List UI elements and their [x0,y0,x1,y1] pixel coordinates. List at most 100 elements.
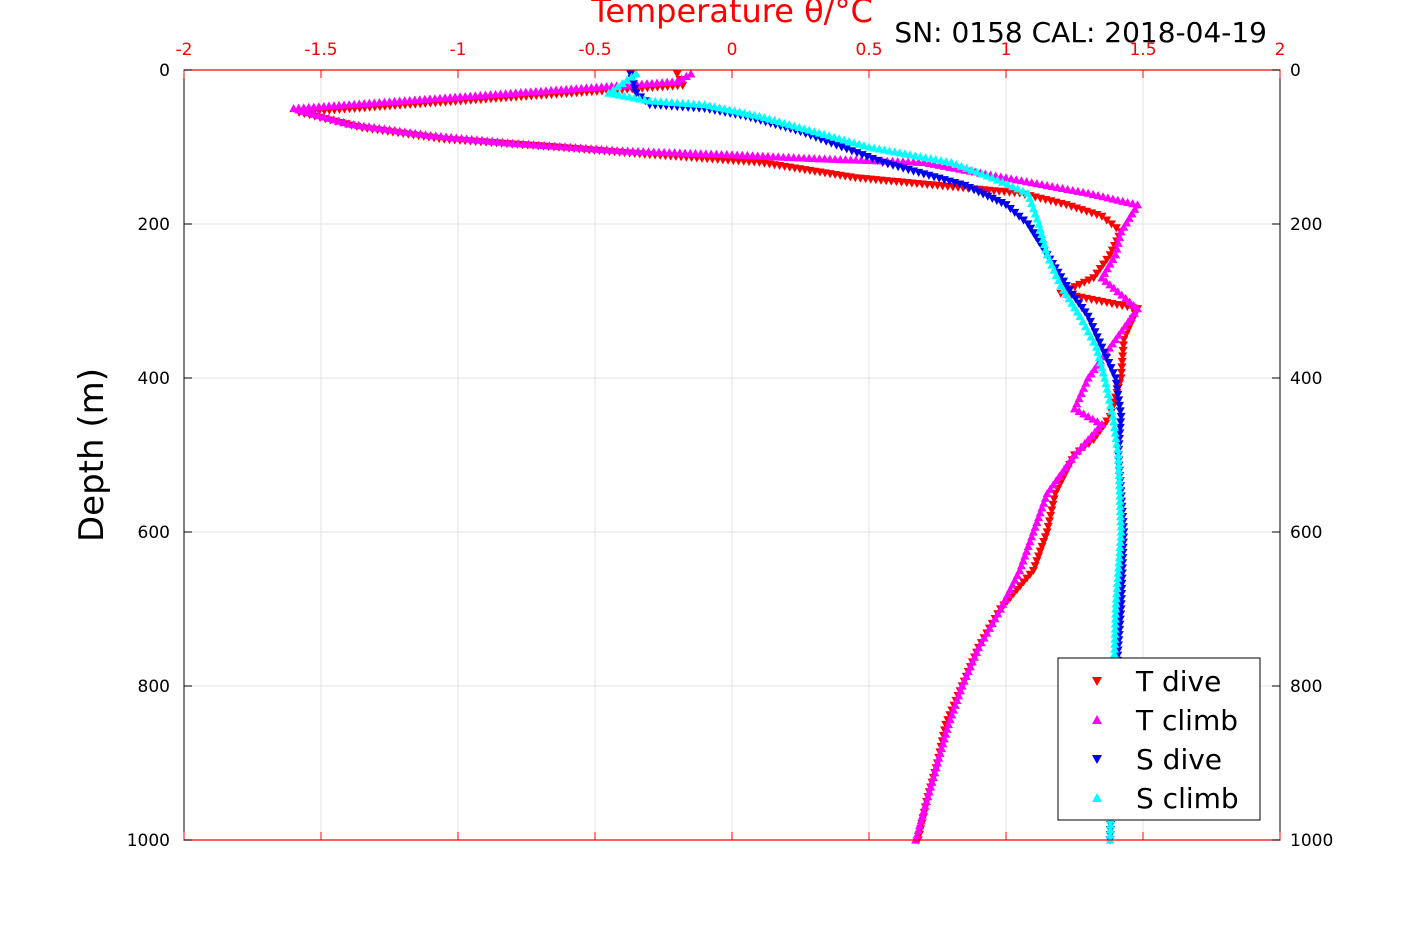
data-point [1102,384,1112,393]
data-point [1105,830,1115,839]
data-point [1097,273,1107,282]
data-point [1114,465,1124,474]
data-markers [289,69,1143,845]
data-point [809,127,819,136]
data-point [1041,245,1051,254]
data-point [1035,224,1045,233]
chart-title: SN: 0158 CAL: 2018-04-19 [894,16,1267,49]
data-point [1113,287,1123,296]
data-point [992,175,1002,184]
data-point [1092,269,1102,278]
x-tick-label: 0.5 [855,40,882,60]
data-point [1109,417,1119,426]
data-point [974,188,984,197]
data-point [1106,401,1116,410]
data-point [1116,522,1126,531]
data-point [1118,346,1128,355]
data-point [1113,445,1123,454]
legend: T dive T climb S dive S climb [1057,657,1261,821]
x-tick-label: -1.5 [304,40,337,60]
data-point [1098,368,1108,377]
data-point [650,96,660,105]
data-point [631,69,641,78]
data-point [944,162,954,171]
data-point [1101,353,1111,362]
data-point [924,158,934,167]
data-point [333,116,343,125]
data-point [1105,825,1115,834]
data-point [1106,364,1116,373]
data-point [1115,537,1125,546]
data-point [624,92,634,101]
data-point [318,112,328,121]
data-point [1042,181,1052,190]
x-axis-label: Temperature θ/°C [590,0,873,30]
data-point [1113,568,1123,577]
data-point [622,75,632,84]
data-point [905,150,915,159]
data-point [304,108,314,117]
data-point [784,120,794,129]
x-tick-label: 0 [727,40,738,60]
data-point [987,173,997,182]
data-point [1079,278,1089,287]
data-point [1101,379,1111,388]
data-point [1115,401,1125,410]
y-tick-label-left: 400 [138,369,170,389]
data-point [774,117,784,126]
data-point [916,816,926,825]
data-point [1115,501,1125,510]
data-point [1118,341,1128,350]
data-point [1114,558,1124,567]
data-point [1103,390,1113,399]
data-point [640,95,650,104]
data-point [635,94,645,103]
y-tick-label-right: 0 [1290,61,1301,81]
data-point [936,155,946,165]
data-point [1129,300,1139,309]
data-point [1114,476,1124,485]
data-point [864,142,874,151]
data-point [854,139,864,148]
data-point [1110,649,1120,658]
data-point [609,89,619,98]
data-point [819,129,829,138]
data-point [982,171,992,180]
data-point [1116,412,1126,421]
data-point [1013,184,1023,193]
data-point [1026,224,1036,233]
data-point [1008,182,1018,191]
data-point [1102,255,1112,264]
data-point [1111,374,1121,383]
data-point [1115,232,1125,242]
data-point [1110,639,1120,648]
data-point [1074,299,1084,308]
data-point [1116,527,1126,536]
data-point [895,148,905,157]
data-point [631,89,641,98]
y-tick-label-left: 600 [138,523,170,543]
data-point [645,96,655,105]
data-point [1046,511,1056,520]
data-point [962,163,972,172]
data-point [1047,181,1057,191]
data-point [1099,348,1109,357]
data-point [1104,359,1114,368]
legend-marker [1092,755,1102,764]
data-point [619,91,629,100]
data-point [977,169,987,178]
data-point [967,165,977,174]
legend-label: S dive [1136,743,1222,776]
data-point [694,99,704,108]
data-point [1070,404,1079,413]
data-point [997,177,1007,186]
x-tick-label: -1 [450,40,467,60]
data-point [937,744,947,753]
data-point [929,159,939,168]
y-tick-label-right: 600 [1290,523,1322,543]
data-point [939,161,949,170]
data-point [1107,406,1117,415]
data-point [926,782,936,791]
data-point [1016,176,1026,185]
data-point [1027,178,1037,187]
